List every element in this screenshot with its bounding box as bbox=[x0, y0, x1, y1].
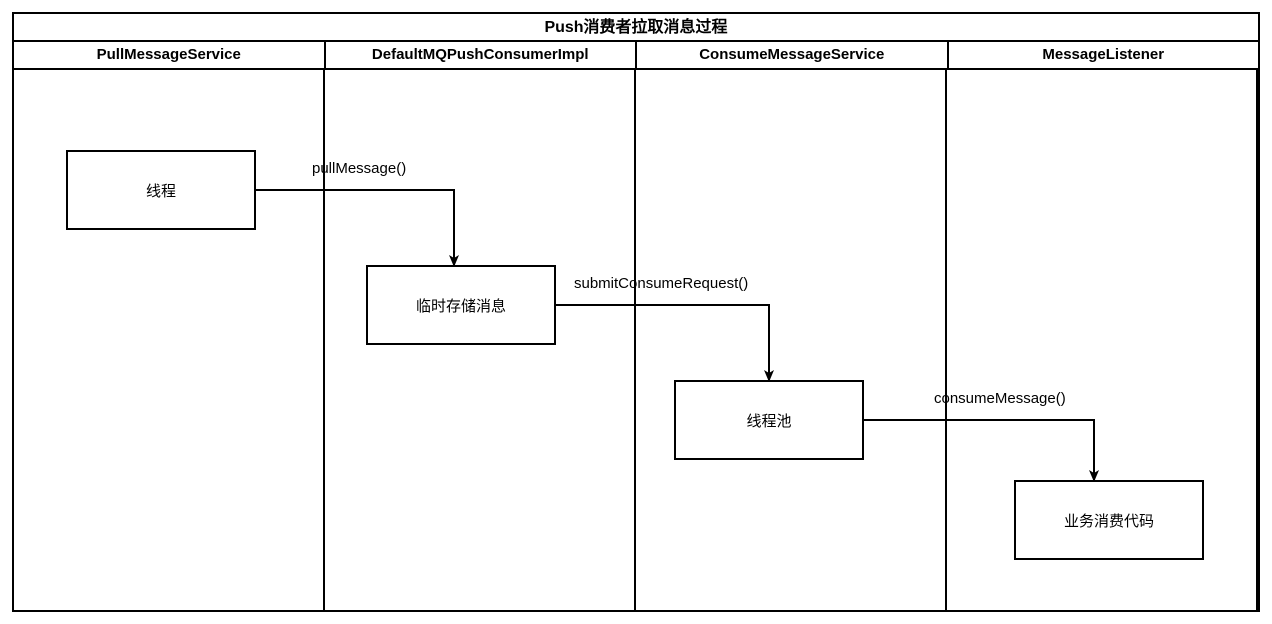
lane-header: PullMessageService bbox=[14, 42, 326, 68]
sequence-flow-diagram: Push消费者拉取消息过程 PullMessageServiceDefaultM… bbox=[12, 12, 1260, 612]
lane-header: DefaultMQPushConsumerImpl bbox=[326, 42, 638, 68]
edge-label: consumeMessage() bbox=[934, 390, 1066, 407]
diagram-title: Push消费者拉取消息过程 bbox=[14, 14, 1258, 42]
flow-node: 线程 bbox=[66, 150, 256, 230]
flow-node: 业务消费代码 bbox=[1014, 480, 1204, 560]
edge-label: pullMessage() bbox=[312, 160, 406, 177]
flow-node: 临时存储消息 bbox=[366, 265, 556, 345]
lane-column bbox=[636, 70, 947, 610]
lane-header: ConsumeMessageService bbox=[637, 42, 949, 68]
lane-header-row: PullMessageServiceDefaultMQPushConsumerI… bbox=[14, 42, 1258, 70]
edge-label: submitConsumeRequest() bbox=[574, 275, 748, 292]
flow-node: 线程池 bbox=[674, 380, 864, 460]
diagram-body: 线程临时存储消息线程池业务消费代码 pullMessage() submitCons… bbox=[14, 70, 1258, 610]
lane-header: MessageListener bbox=[949, 42, 1259, 68]
